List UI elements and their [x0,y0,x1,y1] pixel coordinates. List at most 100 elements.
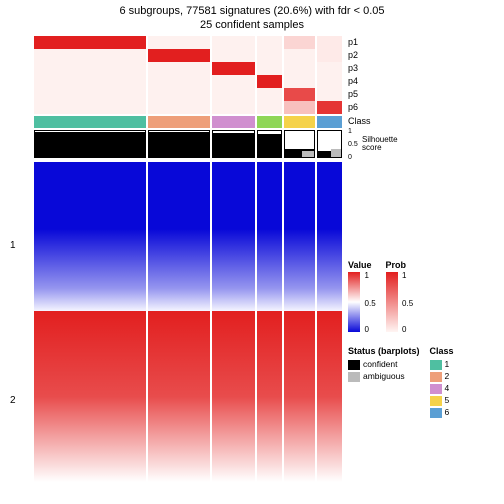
class-segment [284,116,315,128]
silhouette-box [284,130,315,158]
prob-cell [257,49,282,62]
prob-cell [212,88,255,101]
prob-cell [212,101,255,114]
prob-cell [148,75,210,88]
heatmap-cluster-2 [212,311,255,482]
heatmap-cluster-1 [257,162,282,311]
prob-row-p5 [34,88,344,101]
heatmap-cluster-2 [317,311,342,482]
prob-cell [148,36,210,49]
prob-row-p6 [34,101,344,114]
chart-title: 6 subgroups, 77581 signatures (20.6%) wi… [0,0,504,33]
prob-cell [34,62,146,75]
prob-cell [317,36,342,49]
prob-cell [212,62,255,75]
heatmap-column [212,162,255,482]
heatmap-column [257,162,282,482]
status-legend: Status (barplots) confidentambiguous [348,346,420,418]
prob-label-p4: p4 [348,75,358,88]
prob-row-p4 [34,75,344,88]
prob-cell [284,49,315,62]
class-legend-item: 2 [430,370,454,382]
heatmap-column [284,162,315,482]
prob-cell [284,75,315,88]
sil-tick-0: 0 [348,154,352,161]
row-cluster-1: 1 [10,240,16,251]
prob-cell [257,88,282,101]
prob-row-labels: p1p2p3p4p5p6 [348,36,358,114]
main-plot-area [34,36,344,500]
sil-tick-05: 0.5 [348,141,358,148]
prob-cell [317,101,342,114]
heatmap-cluster-1 [212,162,255,311]
class-segment [34,116,146,128]
prob-cell [284,88,315,101]
status-legend-title: Status (barplots) [348,346,420,356]
heatmap-cluster-1 [148,162,210,311]
prob-cell [317,62,342,75]
class-legend-item: 1 [430,358,454,370]
prob-cell [317,49,342,62]
silhouette-label: Silhouettescore [362,136,398,152]
row-cluster-2: 2 [10,395,16,406]
title-line-1: 6 subgroups, 77581 signatures (20.6%) wi… [0,4,504,18]
probability-matrix [34,36,344,114]
prob-row-p1 [34,36,344,49]
silhouette-box [148,130,210,158]
prob-cell [34,49,146,62]
heatmap-cluster-1 [317,162,342,311]
silhouette-box [34,130,146,158]
prob-cell [284,36,315,49]
prob-cell [34,101,146,114]
prob-cell [284,62,315,75]
prob-cell [317,88,342,101]
prob-label-p6: p6 [348,101,358,114]
class-strip-label: Class [348,116,371,126]
class-segment [148,116,210,128]
silhouette-box [212,130,255,158]
prob-cell [257,75,282,88]
prob-cell [257,36,282,49]
heatmap-cluster-2 [148,311,210,482]
prob-colorbar [386,272,398,332]
class-segment [212,116,255,128]
legends-panel: Value 1 0.5 0 Prob 1 0.5 0 Status (barpl… [348,260,498,426]
heatmap-column [317,162,342,482]
prob-cell [212,49,255,62]
heatmap-cluster-1 [284,162,315,311]
prob-row-p3 [34,62,344,75]
prob-cell [257,101,282,114]
heatmap-cluster-2 [284,311,315,482]
title-line-2: 25 confident samples [0,18,504,32]
prob-cell [212,75,255,88]
class-legend-title: Class [430,346,454,356]
prob-row-p2 [34,49,344,62]
prob-label-p1: p1 [348,36,358,49]
prob-cell [284,101,315,114]
value-legend-title: Value [348,260,372,270]
status-legend-item: confident [348,358,420,370]
class-legend-item: 6 [430,406,454,418]
class-legend-item: 5 [430,394,454,406]
heatmap-column [34,162,146,482]
silhouette-box [257,130,282,158]
prob-cell [34,88,146,101]
value-colorbar [348,272,360,332]
class-segment [317,116,342,128]
prob-cell [148,88,210,101]
prob-cell [317,75,342,88]
heatmap-cluster-2 [257,311,282,482]
value-legend: Value 1 0.5 0 [348,260,372,332]
expression-heatmap [34,162,344,482]
prob-cell [212,36,255,49]
class-legend-item: 4 [430,382,454,394]
status-legend-item: ambiguous [348,370,420,382]
prob-legend-title: Prob [386,260,407,270]
prob-label-p2: p2 [348,49,358,62]
prob-legend: Prob 1 0.5 0 [386,260,407,332]
class-segment [257,116,282,128]
class-legend: Class 12456 [430,346,454,418]
prob-cell [148,62,210,75]
prob-cell [148,49,210,62]
heatmap-cluster-2 [34,311,146,482]
